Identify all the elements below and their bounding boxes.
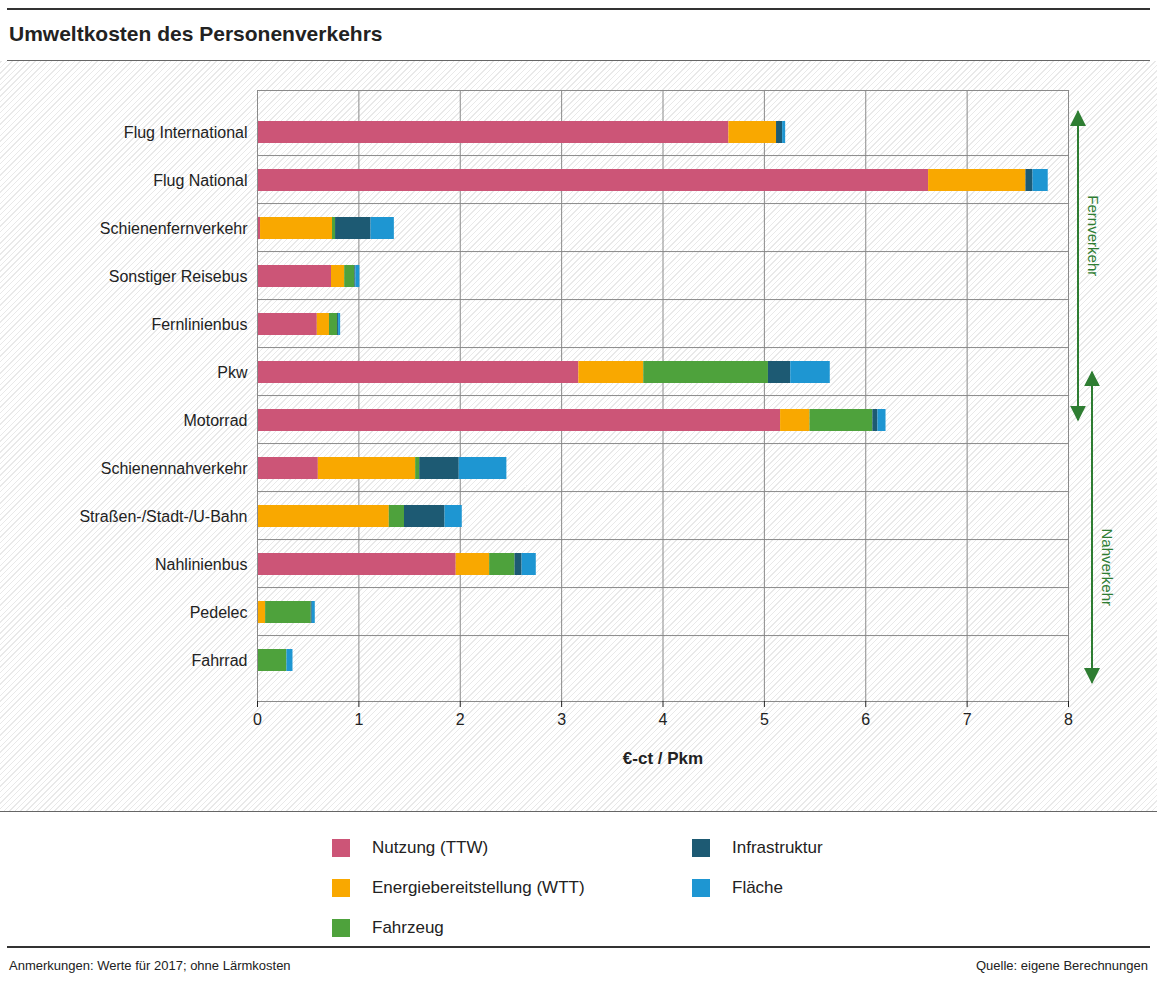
svg-text:Straßen-/Stadt-/U-Bahn: Straßen-/Stadt-/U-Bahn: [79, 508, 247, 525]
svg-text:3: 3: [557, 711, 566, 728]
svg-text:Motorrad: Motorrad: [183, 412, 247, 429]
svg-text:6: 6: [861, 711, 870, 728]
html-text:Infrastruktur: Infrastruktur: [732, 838, 823, 857]
html-text:Anmerkungen: Werte für 2017; o: Anmerkungen: Werte für 2017; ohne Lärmko…: [9, 958, 291, 973]
svg-text:4: 4: [659, 711, 668, 728]
svg-text:0: 0: [253, 711, 262, 728]
svg-text:8: 8: [1064, 711, 1073, 728]
svg-text:1: 1: [354, 711, 363, 728]
svg-text:€-ct / Pkm: €-ct / Pkm: [623, 749, 703, 768]
svg-text:Fernverkehr: Fernverkehr: [1085, 195, 1102, 276]
html-text:Nutzung (TTW): Nutzung (TTW): [372, 838, 489, 857]
svg-text:Nahlinienbus: Nahlinienbus: [155, 556, 248, 573]
svg-text:5: 5: [760, 711, 769, 728]
svg-text:Fahrrad: Fahrrad: [191, 652, 247, 669]
html-text:Quelle: eigene Berechnungen: Quelle: eigene Berechnungen: [976, 958, 1148, 973]
svg-text:Pkw: Pkw: [217, 364, 248, 381]
svg-text:Nahverkehr: Nahverkehr: [1099, 528, 1116, 606]
svg-text:Fernlinienbus: Fernlinienbus: [151, 316, 247, 333]
svg-text:Schienennahverkehr: Schienennahverkehr: [101, 460, 248, 477]
svg-text:2: 2: [456, 711, 465, 728]
svg-text:Flug International: Flug International: [124, 124, 248, 141]
svg-text:Flug National: Flug National: [153, 172, 247, 189]
html-text:Fläche: Fläche: [732, 878, 783, 897]
svg-text:Schienenfernverkehr: Schienenfernverkehr: [100, 220, 248, 237]
svg-text:Sonstiger Reisebus: Sonstiger Reisebus: [109, 268, 248, 285]
svg-text:7: 7: [963, 711, 972, 728]
html-text:Fahrzeug: Fahrzeug: [372, 918, 444, 937]
svg-text:Pedelec: Pedelec: [190, 604, 248, 621]
html-text:Umweltkosten des Personenverke: Umweltkosten des Personenverkehrs: [9, 22, 383, 45]
html-text:Energiebereitstellung (WTT): Energiebereitstellung (WTT): [372, 878, 585, 897]
